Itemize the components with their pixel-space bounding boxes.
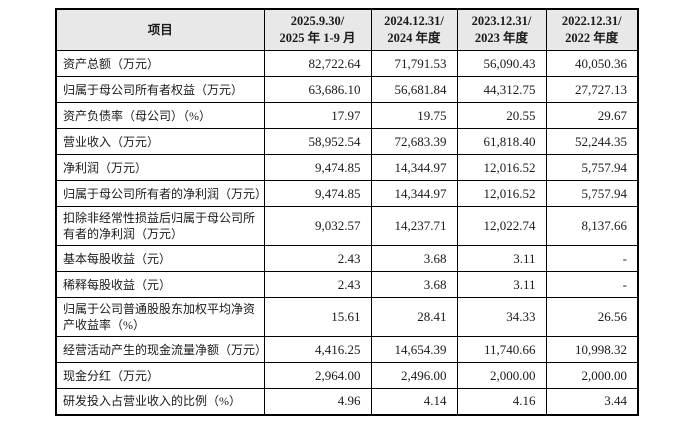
- row-value: 52,244.35: [545, 128, 639, 155]
- table-row-total-assets: 资产总额（万元） 82,722.64 71,791.53 56,090.43 4…: [55, 50, 639, 77]
- row-value: 9,474.85: [263, 180, 372, 207]
- table-row-debt-ratio: 资产负债率（母公司）（%） 17.97 19.75 20.55 29.67: [55, 102, 639, 129]
- row-value: 28.41: [370, 297, 458, 337]
- row-value: 20.55: [456, 102, 547, 129]
- row-value: 2.43: [263, 245, 372, 272]
- row-value: 4.16: [456, 388, 547, 415]
- row-value: 12,022.74: [456, 206, 547, 246]
- row-value: 3.11: [456, 245, 547, 272]
- row-value: 72,683.39: [370, 128, 458, 155]
- row-value: 19.75: [370, 102, 458, 129]
- row-value: 44,312.75: [456, 76, 547, 103]
- row-value: 2,000.00: [456, 362, 547, 389]
- row-label: 经营活动产生的现金流量净额（万元）: [55, 336, 265, 363]
- row-value: 4.14: [370, 388, 458, 415]
- table-header-row: 项目 2025.9.30/ 2025 年 1-9 月 2024.12.31/ 2…: [55, 8, 639, 51]
- row-label: 归属于母公司所有者的净利润（万元）: [55, 180, 265, 207]
- row-value: 71,791.53: [370, 50, 458, 77]
- financial-summary-table: 项目 2025.9.30/ 2025 年 1-9 月 2024.12.31/ 2…: [55, 8, 639, 416]
- row-value: 40,050.36: [545, 50, 639, 77]
- row-value: 12,016.52: [456, 154, 547, 181]
- row-value: 27,727.13: [545, 76, 639, 103]
- row-value: -: [545, 245, 639, 272]
- row-value: 82,722.64: [263, 50, 372, 77]
- row-value: 2.43: [263, 271, 372, 298]
- row-value: -: [545, 271, 639, 298]
- row-value: 12,016.52: [456, 180, 547, 207]
- row-value: 17.97: [263, 102, 372, 129]
- header-period-2023: 2023.12.31/ 2023 年度: [456, 8, 547, 51]
- row-value: 61,818.40: [456, 128, 547, 155]
- table-row-parent-net-profit: 归属于母公司所有者的净利润（万元） 9,474.85 14,344.97 12,…: [55, 180, 639, 207]
- table-row-parent-equity: 归属于母公司所有者权益（万元） 63,686.10 56,681.84 44,3…: [55, 76, 639, 103]
- row-label: 资产总额（万元）: [55, 50, 265, 77]
- row-value: 15.61: [263, 297, 372, 337]
- table-row-cash-dividend: 现金分红（万元） 2,964.00 2,496.00 2,000.00 2,00…: [55, 362, 639, 389]
- header-period-2024: 2024.12.31/ 2024 年度: [370, 8, 458, 51]
- row-label: 净利润（万元）: [55, 154, 265, 181]
- row-value: 2,000.00: [545, 362, 639, 389]
- row-value: 11,740.66: [456, 336, 547, 363]
- row-value: 56,090.43: [456, 50, 547, 77]
- row-value: 3.11: [456, 271, 547, 298]
- header-period-2022: 2022.12.31/ 2022 年度: [545, 8, 639, 51]
- header-period-2025: 2025.9.30/ 2025 年 1-9 月: [263, 8, 372, 51]
- row-value: 4,416.25: [263, 336, 372, 363]
- row-value: 26.56: [545, 297, 639, 337]
- row-value: 9,474.85: [263, 154, 372, 181]
- row-label: 资产负债率（母公司）（%）: [55, 102, 265, 129]
- table-row-rd-ratio: 研发投入占营业收入的比例（%） 4.96 4.14 4.16 3.44: [55, 388, 639, 415]
- row-value: 14,344.97: [370, 154, 458, 181]
- row-label: 扣除非经常性损益后归属于母公司所 有者的净利润（万元）: [55, 206, 265, 246]
- row-value: 34.33: [456, 297, 547, 337]
- row-value: 14,237.71: [370, 206, 458, 246]
- row-label: 基本每股收益（元）: [55, 245, 265, 272]
- row-value: 5,757.94: [545, 180, 639, 207]
- table-row-basic-eps: 基本每股收益（元） 2.43 3.68 3.11 -: [55, 245, 639, 272]
- row-value: 9,032.57: [263, 206, 372, 246]
- row-value: 2,964.00: [263, 362, 372, 389]
- financial-summary-table-container: 项目 2025.9.30/ 2025 年 1-9 月 2024.12.31/ 2…: [55, 8, 639, 416]
- row-value: 3.44: [545, 388, 639, 415]
- header-item-column: 项目: [55, 8, 265, 51]
- row-value: 8,137.66: [545, 206, 639, 246]
- table-row-operating-cash-flow: 经营活动产生的现金流量净额（万元） 4,416.25 14,654.39 11,…: [55, 336, 639, 363]
- table-row-net-profit: 净利润（万元） 9,474.85 14,344.97 12,016.52 5,7…: [55, 154, 639, 181]
- table-row-weighted-roe: 归属于公司普通股股东加权平均净资 产收益率（%） 15.61 28.41 34.…: [55, 297, 639, 337]
- row-value: 3.68: [370, 271, 458, 298]
- row-value: 10,998.32: [545, 336, 639, 363]
- row-label: 现金分红（万元）: [55, 362, 265, 389]
- row-value: 5,757.94: [545, 154, 639, 181]
- table-row-diluted-eps: 稀释每股收益（元） 2.43 3.68 3.11 -: [55, 271, 639, 298]
- table-row-deducted-net-profit: 扣除非经常性损益后归属于母公司所 有者的净利润（万元） 9,032.57 14,…: [55, 206, 639, 246]
- table-row-revenue: 营业收入（万元） 58,952.54 72,683.39 61,818.40 5…: [55, 128, 639, 155]
- row-value: 14,344.97: [370, 180, 458, 207]
- row-value: 14,654.39: [370, 336, 458, 363]
- row-value: 2,496.00: [370, 362, 458, 389]
- row-value: 4.96: [263, 388, 372, 415]
- row-value: 3.68: [370, 245, 458, 272]
- row-label: 稀释每股收益（元）: [55, 271, 265, 298]
- row-value: 63,686.10: [263, 76, 372, 103]
- row-value: 58,952.54: [263, 128, 372, 155]
- row-label: 归属于公司普通股股东加权平均净资 产收益率（%）: [55, 297, 265, 337]
- row-label: 归属于母公司所有者权益（万元）: [55, 76, 265, 103]
- row-label: 研发投入占营业收入的比例（%）: [55, 388, 265, 415]
- row-value: 29.67: [545, 102, 639, 129]
- row-value: 56,681.84: [370, 76, 458, 103]
- row-label: 营业收入（万元）: [55, 128, 265, 155]
